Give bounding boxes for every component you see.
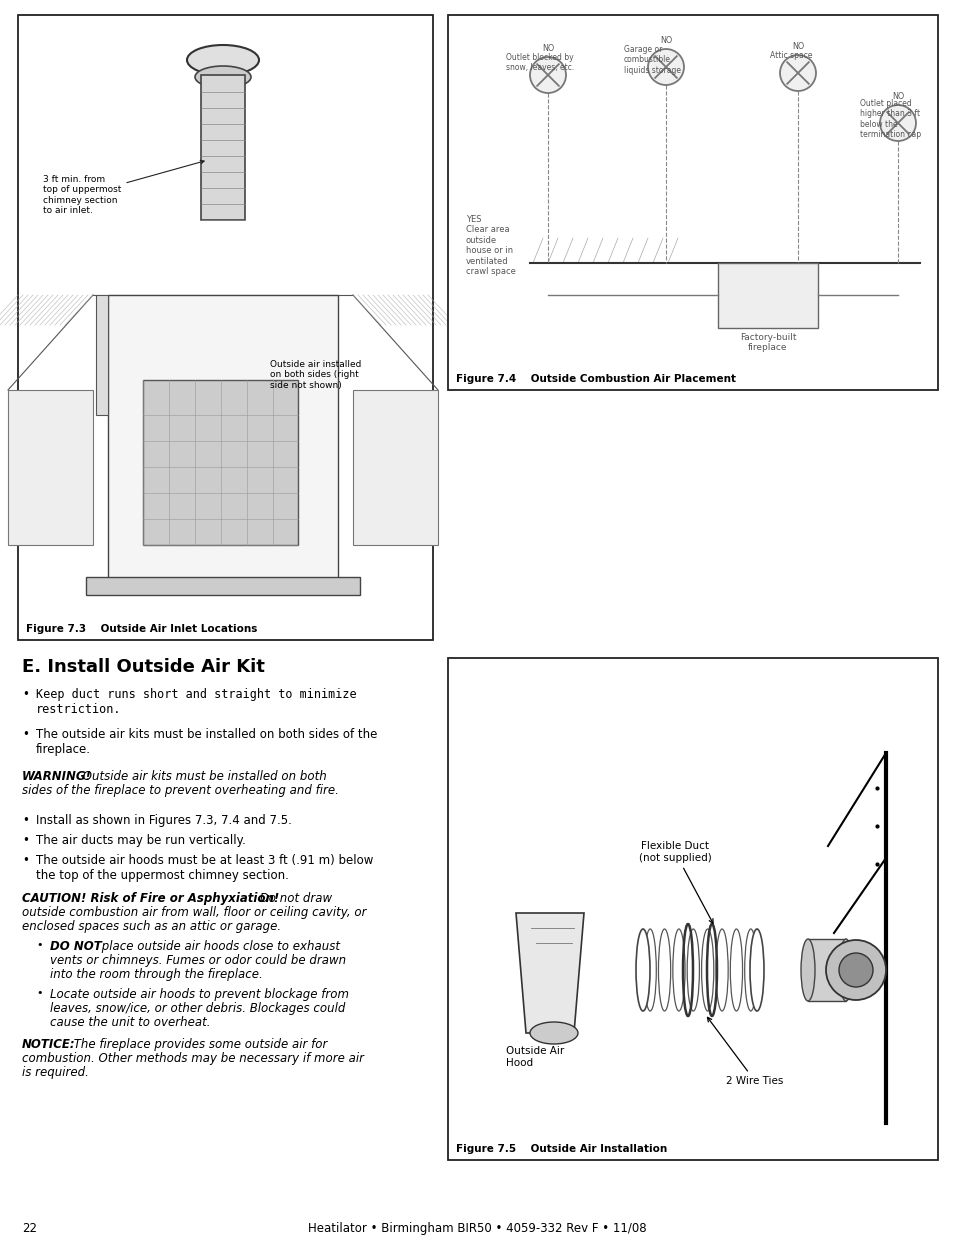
Text: •: • bbox=[36, 988, 43, 998]
Bar bbox=[143, 380, 297, 545]
Text: NO: NO bbox=[541, 44, 554, 53]
Text: WARNING!: WARNING! bbox=[22, 769, 91, 783]
Bar bbox=[807, 939, 845, 1002]
Text: vents or chimneys. Fumes or odor could be drawn: vents or chimneys. Fumes or odor could b… bbox=[50, 953, 346, 967]
Ellipse shape bbox=[801, 939, 814, 1002]
Text: Garage or
combustible
liquids storage: Garage or combustible liquids storage bbox=[623, 44, 680, 75]
Text: The outside air hoods must be at least 3 ft (.91 m) below
the top of the uppermo: The outside air hoods must be at least 3… bbox=[36, 853, 373, 882]
Text: The fireplace provides some outside air for: The fireplace provides some outside air … bbox=[70, 1037, 327, 1051]
Circle shape bbox=[647, 49, 683, 85]
Text: into the room through the fireplace.: into the room through the fireplace. bbox=[50, 968, 262, 981]
Text: DO NOT: DO NOT bbox=[50, 940, 102, 953]
Text: combustion. Other methods may be necessary if more air: combustion. Other methods may be necessa… bbox=[22, 1052, 364, 1065]
Text: NOTICE:: NOTICE: bbox=[22, 1037, 75, 1051]
Circle shape bbox=[780, 56, 815, 91]
Text: Do not draw: Do not draw bbox=[255, 892, 332, 905]
Text: leaves, snow/ice, or other debris. Blockages could: leaves, snow/ice, or other debris. Block… bbox=[50, 1002, 345, 1015]
Text: NO: NO bbox=[891, 91, 903, 101]
Circle shape bbox=[825, 940, 885, 1000]
Text: Outside Air
Hood: Outside Air Hood bbox=[505, 1046, 563, 1067]
Text: 2 Wire Ties: 2 Wire Ties bbox=[707, 1018, 782, 1086]
Ellipse shape bbox=[749, 929, 763, 1011]
Bar bbox=[353, 390, 437, 545]
Bar bbox=[108, 295, 337, 580]
Text: outside combustion air from wall, floor or ceiling cavity, or: outside combustion air from wall, floor … bbox=[22, 906, 366, 919]
Bar bbox=[448, 658, 937, 1160]
Bar bbox=[201, 75, 245, 220]
Text: Locate outside air hoods to prevent blockage from: Locate outside air hoods to prevent bloc… bbox=[50, 988, 349, 1002]
Text: •: • bbox=[22, 688, 29, 701]
Text: CAUTION! Risk of Fire or Asphyxiation!: CAUTION! Risk of Fire or Asphyxiation! bbox=[22, 892, 279, 905]
Text: is required.: is required. bbox=[22, 1066, 89, 1079]
Ellipse shape bbox=[636, 929, 649, 1011]
Bar bbox=[8, 390, 92, 545]
Text: YES
Clear area
outside
house or in
ventilated
crawl space: YES Clear area outside house or in venti… bbox=[465, 215, 516, 275]
Text: NO: NO bbox=[659, 36, 672, 44]
Circle shape bbox=[530, 57, 565, 93]
Text: •: • bbox=[36, 940, 43, 950]
Text: place outside air hoods close to exhaust: place outside air hoods close to exhaust bbox=[98, 940, 339, 953]
Text: The air ducts may be run vertically.: The air ducts may be run vertically. bbox=[36, 834, 246, 847]
Text: •: • bbox=[22, 727, 29, 741]
Text: Heatilator • Birmingham BIR50 • 4059-332 Rev F • 11/08: Heatilator • Birmingham BIR50 • 4059-332… bbox=[308, 1221, 645, 1235]
Text: Outlet blocked by
snow, leaves, etc.: Outlet blocked by snow, leaves, etc. bbox=[505, 53, 574, 73]
Polygon shape bbox=[516, 913, 583, 1032]
Ellipse shape bbox=[187, 44, 258, 75]
Text: 22: 22 bbox=[22, 1221, 37, 1235]
Text: NO: NO bbox=[791, 42, 803, 51]
Text: Outlet placed
higher than 3 ft
below the
termination cap: Outlet placed higher than 3 ft below the… bbox=[859, 99, 921, 140]
Bar bbox=[718, 263, 817, 329]
Bar bbox=[18, 15, 433, 640]
Text: Figure 7.4    Outside Combustion Air Placement: Figure 7.4 Outside Combustion Air Placem… bbox=[456, 374, 735, 384]
Text: Outside air installed
on both sides (right
side not shown): Outside air installed on both sides (rig… bbox=[270, 359, 361, 390]
Bar bbox=[86, 577, 359, 595]
Text: The outside air kits must be installed on both sides of the
fireplace.: The outside air kits must be installed o… bbox=[36, 727, 377, 756]
Bar bbox=[448, 15, 937, 390]
Circle shape bbox=[879, 105, 915, 141]
Text: •: • bbox=[22, 834, 29, 847]
Ellipse shape bbox=[194, 65, 251, 88]
Text: •: • bbox=[22, 814, 29, 827]
Text: Factory-built
fireplace: Factory-built fireplace bbox=[739, 333, 796, 352]
Ellipse shape bbox=[838, 939, 852, 1002]
Text: Keep duct runs short and straight to minimize
restriction.: Keep duct runs short and straight to min… bbox=[36, 688, 356, 716]
Text: 3 ft min. from
top of uppermost
chimney section
to air inlet.: 3 ft min. from top of uppermost chimney … bbox=[43, 161, 204, 215]
Text: Attic space: Attic space bbox=[769, 51, 812, 61]
Text: Flexible Duct
(not supplied): Flexible Duct (not supplied) bbox=[638, 841, 712, 924]
Ellipse shape bbox=[530, 1023, 578, 1044]
Text: •: • bbox=[22, 853, 29, 867]
Text: enclosed spaces such as an attic or garage.: enclosed spaces such as an attic or gara… bbox=[22, 920, 281, 932]
Text: Install as shown in Figures 7.3, 7.4 and 7.5.: Install as shown in Figures 7.3, 7.4 and… bbox=[36, 814, 292, 827]
Text: Figure 7.5    Outside Air Installation: Figure 7.5 Outside Air Installation bbox=[456, 1144, 666, 1153]
Text: Figure 7.3    Outside Air Inlet Locations: Figure 7.3 Outside Air Inlet Locations bbox=[26, 624, 257, 634]
Text: cause the unit to overheat.: cause the unit to overheat. bbox=[50, 1016, 211, 1029]
Circle shape bbox=[838, 953, 872, 987]
Bar bbox=[96, 295, 108, 415]
Text: sides of the fireplace to prevent overheating and fire.: sides of the fireplace to prevent overhe… bbox=[22, 784, 338, 797]
Text: Outside air kits must be installed on both: Outside air kits must be installed on bo… bbox=[79, 769, 327, 783]
Text: E. Install Outside Air Kit: E. Install Outside Air Kit bbox=[22, 658, 265, 676]
